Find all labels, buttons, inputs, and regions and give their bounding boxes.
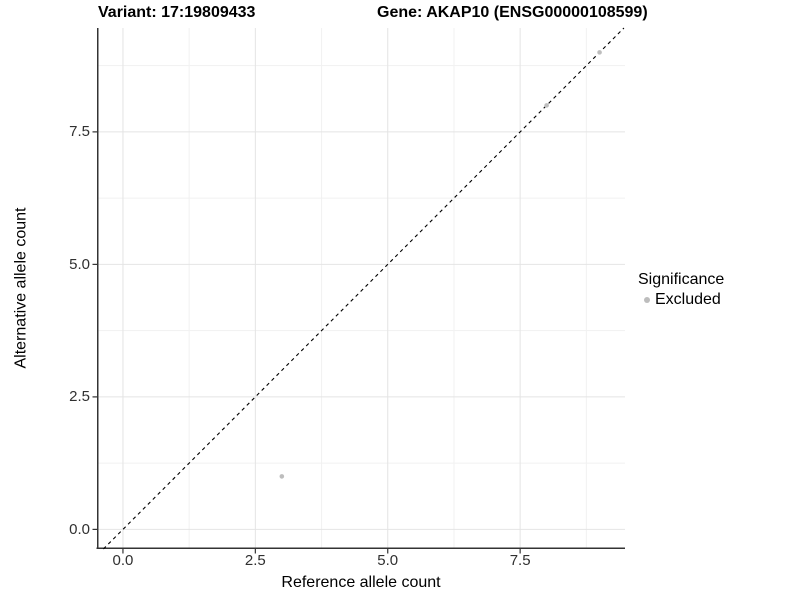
variant-title: Variant: 17:19809433 — [98, 4, 256, 21]
data-point — [597, 50, 602, 55]
gene-title: Gene: AKAP10 (ENSG00000108599) — [377, 4, 648, 21]
y-tick-label: 5.0 — [69, 255, 90, 273]
x-tick-label: 2.5 — [244, 552, 266, 569]
excluded-point-icon — [644, 296, 650, 303]
x-tick-label: 0.0 — [112, 552, 134, 569]
y-tick-label: 2.5 — [69, 388, 90, 406]
x-axis-title: Reference allele count — [281, 574, 441, 591]
y-tick-label: 7.5 — [69, 123, 90, 141]
data-point — [544, 103, 549, 108]
legend-item-excluded: Excluded — [638, 290, 724, 309]
scatter-plot-area — [92, 27, 625, 554]
x-tick-label: 7.5 — [509, 552, 531, 569]
legend-item-label: Excluded — [655, 291, 721, 308]
x-tick-label: 5.0 — [377, 552, 399, 569]
y-tick-label: 0.0 — [69, 520, 90, 538]
y-axis-title: Alternative allele count — [12, 207, 30, 369]
plot-panel — [92, 27, 625, 554]
legend: Significance Excluded — [638, 270, 724, 309]
legend-title: Significance — [638, 271, 725, 288]
data-point — [279, 474, 285, 479]
